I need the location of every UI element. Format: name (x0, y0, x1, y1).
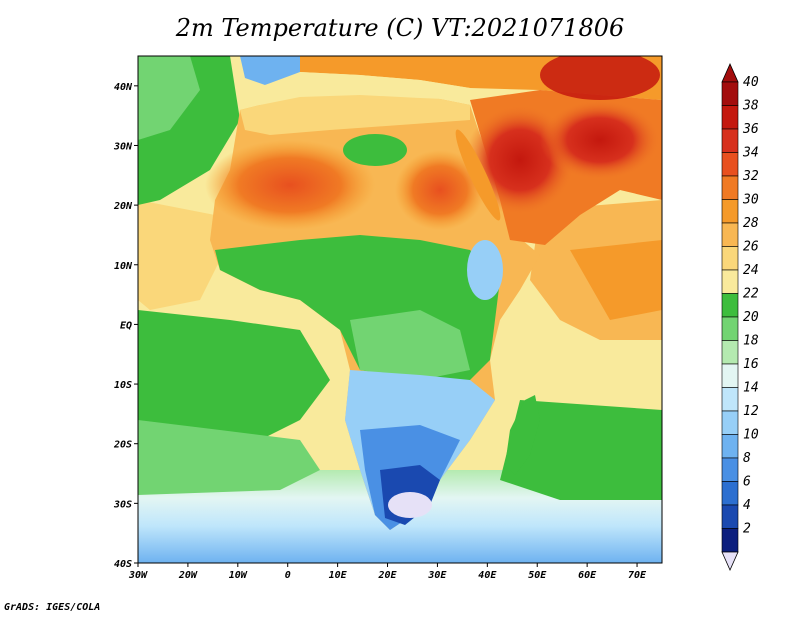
colorbar-label: 40 (743, 75, 759, 90)
y-tick-label: 40N (114, 82, 133, 93)
y-tick-label: 40S (114, 559, 132, 570)
colorbar-swatch (721, 434, 739, 459)
credit-text: GrADS: IGES/COLA (4, 602, 101, 613)
colorbar-swatch (721, 293, 739, 318)
colorbar-swatch (721, 457, 739, 482)
y-tick-label: 20S (113, 440, 132, 451)
x-tick-label: 0 (285, 570, 291, 581)
colorbar-swatch (721, 340, 739, 365)
colorbar-swatch (721, 363, 739, 388)
y-tick-label: 30N (113, 141, 133, 152)
colorbar-label: 30 (742, 193, 759, 208)
colorbar-label: 2 (743, 522, 751, 537)
lesotho-frost (388, 492, 432, 518)
red-sea (455, 129, 501, 221)
colorbar-top-arrow (721, 63, 739, 83)
x-tick-label: 60E (578, 570, 597, 581)
y-tick-label: 10N (114, 261, 133, 272)
colorbar-label: 16 (743, 357, 759, 372)
x-tick-label: 70E (628, 570, 647, 581)
iran-hot (540, 100, 660, 180)
colorbar-swatch (721, 316, 739, 341)
map-field (138, 56, 662, 563)
colorbar: 40 38 36 34 32 30 28 26 24 22 20 18 16 14 12 10 8 6 4 2 (721, 63, 759, 571)
colorbar-label: 8 (743, 451, 751, 466)
x-tick-label: 50E (528, 570, 547, 581)
map-title: 2m Temperature (C) VT:2021071806 (175, 14, 625, 42)
x-tick-label: 20E (377, 570, 397, 581)
colorbar-swatch (721, 175, 739, 200)
light-green-atlantic (138, 420, 320, 495)
plot-frame (137, 55, 663, 564)
north-coast-cool (240, 92, 470, 135)
x-tick-label: 30E (427, 570, 447, 581)
colorbar-label: 10 (743, 428, 759, 443)
warm-indian-core (570, 240, 662, 320)
colorbar-swatch (721, 246, 739, 271)
green-indian-south (500, 400, 662, 500)
colorbar-swatch (721, 528, 739, 553)
colorbar-swatch (721, 128, 739, 153)
y-tick-label: EQ (120, 320, 132, 331)
y-tick-label: 20N (113, 201, 133, 212)
y-axis: 40N 30N 20N 10N EQ 10S 20S 30S 40S (113, 82, 138, 570)
colorbar-swatch (721, 504, 739, 529)
colorbar-label: 12 (743, 404, 759, 419)
mediterranean-sea (260, 72, 470, 105)
colorbar-label: 32 (742, 169, 759, 184)
colorbar-swatch (721, 105, 739, 130)
x-tick-label: 40E (478, 570, 497, 581)
colorbar-label: 38 (742, 99, 759, 114)
x-tick-label: 30W (128, 570, 148, 581)
colorbar-label: 36 (742, 122, 759, 137)
colorbar-label: 4 (743, 498, 751, 513)
x-tick-label: 10E (329, 570, 348, 581)
colorbar-swatch (721, 199, 739, 224)
colorbar-swatch (721, 81, 739, 106)
madagascar (505, 395, 540, 475)
x-tick-label: 20W (178, 570, 198, 581)
ethiopia-cool (467, 240, 503, 300)
colorbar-label: 20 (743, 310, 759, 325)
colorbar-swatch (721, 222, 739, 247)
colorbar-swatch (721, 410, 739, 435)
north-hot (540, 56, 660, 100)
x-axis: 30W 20W 10W 0 10E 20E 30E 40E 50E 60E 70E (128, 563, 647, 581)
tropical-light (350, 310, 470, 380)
colorbar-swatch (721, 481, 739, 506)
sudan-hot (395, 150, 485, 230)
colorbar-label: 28 (743, 216, 759, 231)
colorbar-label: 14 (743, 381, 759, 396)
colorbar-label: 22 (743, 287, 759, 302)
colorbar-swatch (721, 152, 739, 177)
light-green-north (138, 56, 200, 140)
colorbar-swatch (721, 269, 739, 294)
warm-atlantic (138, 200, 220, 310)
colorbar-label: 18 (743, 334, 759, 349)
x-tick-label: 10W (229, 570, 248, 581)
y-tick-label: 30S (113, 499, 132, 510)
colorbar-label: 26 (743, 240, 759, 255)
colorbar-label: 34 (742, 146, 759, 161)
colorbar-bottom-arrow (721, 551, 739, 571)
colorbar-label: 24 (743, 263, 759, 278)
colorbar-label: 6 (743, 475, 751, 490)
algeria-green (343, 134, 407, 166)
y-tick-label: 10S (114, 380, 132, 391)
colorbar-swatch (721, 387, 739, 412)
sahara-hot (205, 140, 375, 230)
